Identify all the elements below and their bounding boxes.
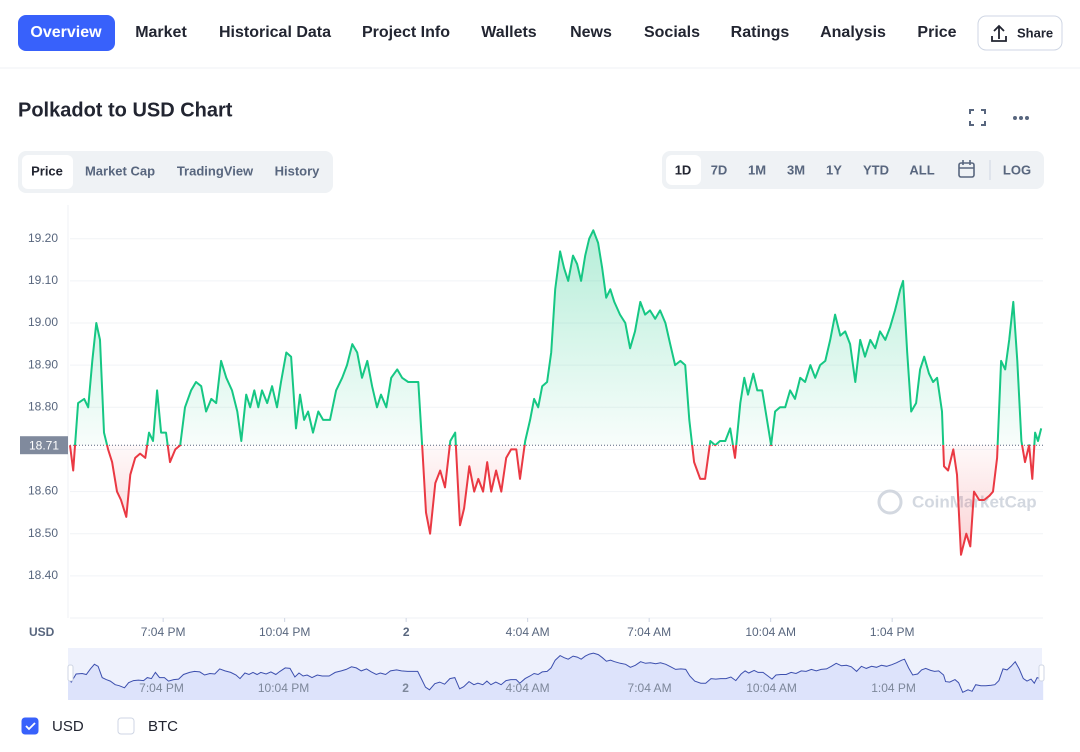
range-button[interactable]: 3M [787, 162, 805, 177]
checkbox[interactable] [21, 717, 39, 735]
navigator-handle[interactable] [67, 664, 74, 682]
nav-tab[interactable]: News [570, 24, 612, 41]
range-group [662, 151, 1044, 189]
range-button[interactable]: 1D [675, 162, 692, 177]
chart-tab[interactable]: Price [31, 163, 63, 178]
chart-tab[interactable]: Market Cap [85, 163, 155, 178]
y-tick-label: 18.60 [28, 484, 58, 498]
checkbox-label[interactable]: BTC [148, 718, 178, 735]
x-tick-label: 7:04 AM [627, 625, 671, 639]
chart-tab[interactable]: TradingView [177, 163, 254, 178]
active-range [666, 155, 701, 185]
watermark-logo [877, 489, 903, 515]
log-toggle[interactable]: LOG [1003, 162, 1031, 177]
chart-title: Polkadot to USD Chart [18, 99, 233, 121]
checkmark [25, 722, 36, 731]
navigator-area [68, 653, 1044, 700]
navigator-tick-label: 1:04 PM [871, 681, 916, 695]
navigator-line [67, 652, 1044, 693]
y-unit-label: USD [29, 625, 55, 639]
y-tick-label: 19.00 [28, 315, 58, 329]
nav-tab[interactable]: Project Info [362, 24, 450, 41]
y-tick-label: 18.80 [28, 399, 58, 413]
reference-label-bg [20, 436, 68, 455]
y-tick-label: 18.90 [28, 357, 58, 371]
nav-tab[interactable]: Analysis [820, 24, 886, 41]
nav-tab[interactable]: Market [135, 24, 187, 41]
active-chart-tab [22, 155, 73, 189]
price-line [69, 229, 1043, 556]
range-button[interactable]: 1M [748, 162, 766, 177]
range-button[interactable]: ALL [909, 162, 934, 177]
share-label[interactable]: Share [1017, 25, 1053, 40]
navigator-tick-label: 10:04 PM [258, 681, 309, 695]
checkbox-label[interactable]: USD [52, 718, 84, 735]
reference-label: 18.71 [29, 438, 59, 452]
share-icon [991, 24, 1007, 42]
active-tab [18, 15, 115, 51]
more-icon[interactable] [1013, 116, 1029, 120]
navigator-handle[interactable] [1038, 664, 1045, 682]
y-tick-label: 19.10 [28, 273, 58, 287]
x-tick-label: 10:04 PM [259, 625, 310, 639]
watermark: CoinMarketCap [912, 492, 1037, 511]
y-tick-label: 18.50 [28, 526, 58, 540]
x-tick-label: 7:04 PM [141, 625, 186, 639]
checkbox[interactable] [117, 717, 135, 735]
x-tick-label: 2 [403, 625, 410, 639]
calendar-icon[interactable] [958, 160, 975, 178]
range-button[interactable]: YTD [863, 162, 889, 177]
navigator-tick-label: 7:04 PM [139, 681, 184, 695]
navigator-tick-label: 10:04 AM [746, 681, 797, 695]
chart-tab[interactable]: History [275, 163, 321, 178]
navigator-tick-label: 7:04 AM [628, 681, 672, 695]
range-button[interactable]: 7D [711, 162, 728, 177]
x-tick-label: 10:04 AM [745, 625, 796, 639]
nav-tab[interactable]: Historical Data [219, 24, 331, 41]
x-tick-label: 4:04 AM [506, 625, 550, 639]
navigator-tick-label: 4:04 AM [506, 681, 550, 695]
x-tick-label: 1:04 PM [870, 625, 915, 639]
range-button[interactable]: 1Y [826, 162, 842, 177]
nav-tab[interactable]: Price [917, 24, 956, 41]
nav-tab[interactable]: Socials [644, 24, 700, 41]
nav-tab[interactable]: Wallets [481, 24, 537, 41]
price-area [70, 230, 1042, 555]
chart-tab-group [18, 151, 333, 193]
y-tick-label: 19.20 [28, 231, 58, 245]
navigator-tick-label: 2 [402, 681, 409, 695]
fullscreen-icon[interactable] [969, 109, 986, 126]
nav-tab[interactable]: Ratings [731, 24, 790, 41]
nav-tab[interactable]: Overview [30, 24, 102, 41]
y-tick-label: 18.40 [28, 568, 58, 582]
